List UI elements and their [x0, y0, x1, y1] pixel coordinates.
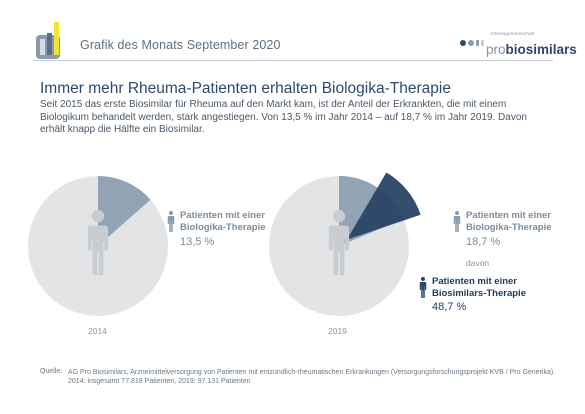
person-icon — [328, 210, 350, 276]
legend-biosimilar-value: 48,7 % — [432, 301, 467, 313]
pie-2014-slice-biologika — [98, 175, 151, 246]
bar-chart-logo-icon — [36, 22, 60, 59]
person-icon — [87, 210, 109, 276]
legend-2014-label: Patienten mit einer Biologika-Therapie — [180, 210, 266, 233]
pie-2019-slice-biosimilar — [346, 172, 421, 240]
legend-person-icon — [167, 211, 175, 232]
source-key: Quelle: — [40, 368, 63, 375]
brand-name: probiosimilars — [486, 42, 577, 57]
legend-biosimilar-label: Patienten mit einer Biosimilars-Therapie — [432, 276, 526, 299]
brand-dots-icon — [460, 34, 486, 52]
header-divider — [33, 60, 553, 61]
legend-person-icon — [419, 277, 427, 298]
brand-small-text: Arbeitsgemeinschaft — [490, 31, 535, 36]
year-label-2019: 2019 — [328, 326, 347, 336]
year-label-2014: 2014 — [88, 326, 107, 336]
brand-logo: Arbeitsgemeinschaft probiosimilars — [460, 28, 577, 60]
page-title: Grafik des Monats September 2020 — [80, 38, 281, 52]
source-text: AG Pro Biosimilars, Arzneimittelversorgu… — [68, 369, 556, 385]
legend-person-icon — [453, 211, 461, 232]
legend-2014-value: 13,5 % — [180, 236, 215, 248]
legend-2019-label: Patienten mit einer Biologika-Therapie — [466, 210, 552, 233]
headline: Immer mehr Rheuma-Patienten erhalten Bio… — [40, 80, 451, 97]
header: Grafik des Monats September 2020 Arbeits… — [0, 0, 585, 62]
legend-2019-value: 18,7 % — [466, 236, 501, 248]
davon-label: davon — [466, 258, 490, 268]
intro-text: Seit 2015 das erste Biosimilar für Rheum… — [40, 99, 527, 135]
